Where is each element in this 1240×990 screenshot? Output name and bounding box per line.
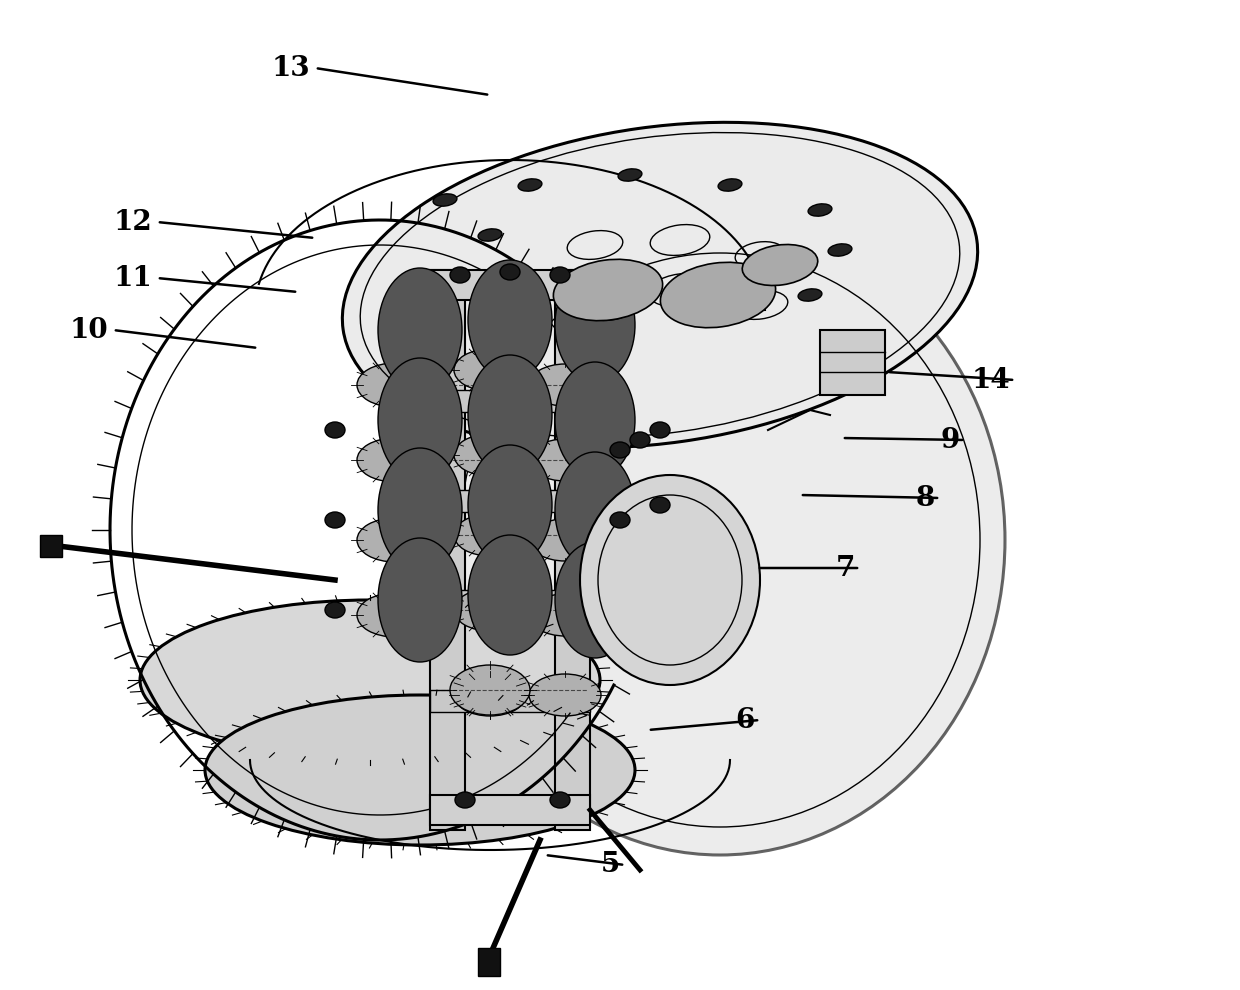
Ellipse shape	[357, 438, 433, 482]
Ellipse shape	[556, 452, 635, 568]
Ellipse shape	[454, 514, 526, 556]
Bar	[477, 948, 500, 976]
Ellipse shape	[467, 260, 552, 380]
Ellipse shape	[529, 674, 601, 716]
Ellipse shape	[556, 267, 635, 383]
Ellipse shape	[500, 264, 520, 280]
Ellipse shape	[455, 792, 475, 808]
Ellipse shape	[828, 244, 852, 256]
Bar	[430, 270, 590, 300]
Ellipse shape	[467, 355, 552, 475]
Text: 8: 8	[916, 484, 935, 512]
Ellipse shape	[454, 589, 526, 631]
Ellipse shape	[433, 194, 456, 206]
Ellipse shape	[556, 362, 635, 478]
Text: 10: 10	[69, 317, 108, 344]
Ellipse shape	[529, 519, 601, 561]
Bar	[430, 690, 590, 712]
Text: 5: 5	[600, 851, 620, 878]
Bar	[430, 490, 590, 512]
Text: 14: 14	[971, 366, 1011, 393]
Ellipse shape	[553, 259, 662, 321]
Ellipse shape	[556, 542, 635, 658]
Ellipse shape	[618, 169, 642, 181]
Ellipse shape	[529, 594, 601, 636]
Ellipse shape	[529, 364, 601, 406]
Ellipse shape	[378, 268, 463, 392]
Ellipse shape	[450, 665, 529, 715]
Ellipse shape	[743, 245, 817, 285]
Bar	[430, 390, 590, 412]
Text: 12: 12	[113, 209, 153, 236]
Ellipse shape	[467, 445, 552, 565]
Ellipse shape	[454, 349, 526, 391]
Ellipse shape	[378, 538, 463, 662]
Ellipse shape	[799, 289, 822, 301]
Ellipse shape	[205, 695, 635, 845]
Text: 13: 13	[272, 54, 310, 81]
Bar	[430, 270, 465, 830]
Ellipse shape	[718, 179, 742, 191]
Ellipse shape	[580, 475, 760, 685]
Ellipse shape	[325, 602, 345, 618]
Ellipse shape	[650, 497, 670, 513]
Ellipse shape	[325, 512, 345, 528]
Ellipse shape	[529, 439, 601, 481]
Ellipse shape	[630, 432, 650, 448]
Bar	[40, 535, 62, 557]
Bar	[556, 270, 590, 830]
Ellipse shape	[140, 600, 600, 760]
Ellipse shape	[357, 363, 433, 407]
Ellipse shape	[357, 518, 433, 562]
Bar	[430, 795, 590, 825]
Ellipse shape	[610, 442, 630, 458]
Ellipse shape	[454, 434, 526, 476]
Ellipse shape	[551, 792, 570, 808]
Ellipse shape	[450, 267, 470, 283]
Ellipse shape	[435, 225, 1004, 855]
Ellipse shape	[551, 267, 570, 283]
Ellipse shape	[518, 179, 542, 191]
Ellipse shape	[357, 593, 433, 637]
Ellipse shape	[378, 358, 463, 482]
Ellipse shape	[467, 535, 552, 655]
Text: 6: 6	[735, 707, 755, 734]
Bar	[820, 330, 885, 395]
Bar	[430, 590, 590, 612]
Ellipse shape	[325, 422, 345, 438]
Ellipse shape	[661, 262, 775, 328]
Ellipse shape	[479, 229, 502, 242]
Ellipse shape	[454, 674, 526, 716]
Text: 9: 9	[941, 427, 960, 453]
Ellipse shape	[650, 422, 670, 438]
Ellipse shape	[610, 512, 630, 528]
Ellipse shape	[808, 204, 832, 216]
Text: 7: 7	[836, 554, 856, 581]
Ellipse shape	[342, 123, 977, 447]
Ellipse shape	[378, 448, 463, 572]
Text: 11: 11	[113, 264, 153, 291]
